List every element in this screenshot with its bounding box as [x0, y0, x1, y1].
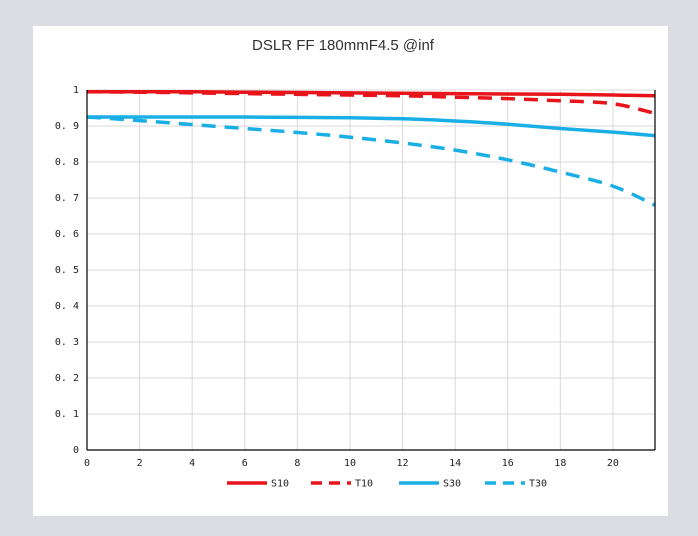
y-tick-label: 0. 3 — [55, 337, 79, 348]
chart-panel: DSLR FF 180mmF4.5 @inf 0 0. 1 0. 2 0. 3 0. 4… — [33, 26, 668, 516]
legend-label-t30: T30 — [529, 479, 547, 490]
x-tick-label: 6 — [242, 458, 248, 469]
x-tick-label: 0 — [84, 458, 90, 469]
y-tick-label: 0. 9 — [55, 121, 79, 132]
y-tick-label: 0. 8 — [55, 157, 79, 168]
y-axis-labels: 0 0. 1 0. 2 0. 3 0. 4 0. 5 0. 6 0. 7 0. 8 0. 9 1 — [55, 85, 79, 456]
y-tick-label: 0. 5 — [55, 265, 79, 276]
x-tick-label: 2 — [137, 458, 143, 469]
mtf-chart: DSLR FF 180mmF4.5 @inf 0 0. 1 0. 2 0. 3 0. 4… — [55, 37, 656, 490]
x-tick-label: 10 — [344, 458, 356, 469]
x-tick-label: 4 — [189, 458, 195, 469]
y-tick-label: 0 — [73, 445, 79, 456]
series-line-s30 — [87, 115, 656, 138]
axes — [86, 90, 656, 451]
series-line-t30 — [86, 115, 656, 207]
y-tick-label: 0. 1 — [55, 409, 79, 420]
x-tick-label: 18 — [554, 458, 566, 469]
chart-title: DSLR FF 180mmF4.5 @inf — [252, 37, 435, 54]
grid-lines — [86, 89, 655, 451]
x-axis-labels: 0 2 4 6 8 10 12 14 16 18 20 — [84, 458, 619, 469]
y-tick-label: 0. 4 — [55, 301, 79, 312]
y-tick-label: 1 — [73, 85, 79, 96]
legend-label-t10: T10 — [355, 479, 373, 490]
x-tick-label: 12 — [397, 458, 409, 469]
y-tick-label: 0. 6 — [55, 229, 79, 240]
legend-label-s10: S10 — [271, 479, 289, 490]
x-tick-label: 8 — [294, 458, 300, 469]
legend-label-s30: S30 — [443, 479, 461, 490]
x-tick-label: 14 — [449, 458, 461, 469]
y-tick-label: 0. 7 — [55, 193, 79, 204]
legend: S10 T10 S30 T30 — [227, 479, 547, 490]
series-line-t10 — [86, 90, 656, 116]
x-tick-label: 16 — [502, 458, 514, 469]
x-tick-label: 20 — [607, 458, 619, 469]
series-lines — [86, 90, 656, 207]
y-tick-label: 0. 2 — [55, 373, 79, 384]
